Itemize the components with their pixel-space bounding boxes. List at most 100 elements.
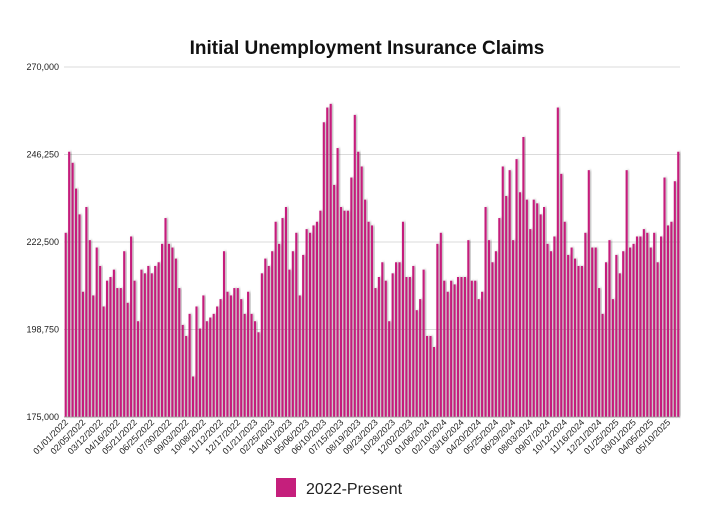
bar <box>260 273 263 417</box>
bar <box>99 265 102 417</box>
bar <box>219 299 222 417</box>
bar <box>463 277 466 417</box>
bar <box>570 247 573 417</box>
bar <box>405 277 408 417</box>
bar <box>364 199 367 417</box>
bar <box>598 288 601 417</box>
bar <box>243 313 246 417</box>
bar <box>250 313 253 417</box>
bar <box>233 288 236 417</box>
bar <box>632 243 635 417</box>
bar <box>656 262 659 417</box>
bar <box>298 295 301 417</box>
bar <box>487 240 491 417</box>
bar <box>302 254 305 417</box>
bar <box>415 310 418 417</box>
bar <box>226 291 229 417</box>
bar <box>274 221 277 417</box>
bar <box>288 269 291 417</box>
bar <box>587 170 590 417</box>
bar <box>68 151 71 418</box>
bar <box>477 299 480 417</box>
bar <box>167 243 171 417</box>
bar <box>71 162 74 417</box>
bar <box>608 240 611 417</box>
bar <box>278 243 281 417</box>
bar <box>673 181 676 417</box>
bar <box>271 251 274 417</box>
bar <box>549 251 553 417</box>
bar <box>439 232 442 417</box>
bar <box>336 148 339 418</box>
bar <box>171 247 174 417</box>
bar <box>236 288 239 417</box>
bar <box>212 313 215 417</box>
bar <box>126 302 129 417</box>
bar <box>339 207 343 417</box>
bar <box>329 103 332 417</box>
bar <box>381 262 384 417</box>
bar <box>308 232 312 417</box>
bar <box>543 207 546 417</box>
bar <box>532 199 535 417</box>
bar <box>284 207 288 417</box>
bar <box>315 221 318 417</box>
bar <box>408 277 411 417</box>
bar <box>178 288 181 417</box>
bar <box>573 258 577 417</box>
x-axis: 01/01/202202/05/202203/12/202204/16/2022… <box>31 416 680 456</box>
bar <box>161 243 164 417</box>
bar <box>474 280 477 417</box>
bar <box>202 295 205 417</box>
bar <box>660 236 663 417</box>
bar <box>429 335 432 417</box>
bar <box>491 262 494 417</box>
bar <box>102 306 105 417</box>
bar <box>425 335 429 417</box>
bar <box>388 321 391 417</box>
bar <box>322 122 325 417</box>
bar <box>357 151 360 418</box>
bar <box>615 254 618 417</box>
bar <box>154 265 157 417</box>
bar <box>522 137 525 417</box>
bar <box>622 251 625 417</box>
bar <box>95 247 98 417</box>
bar <box>419 299 422 417</box>
bar <box>346 210 349 417</box>
bar <box>305 229 308 417</box>
y-tick-label: 198,750 <box>26 325 59 335</box>
bar <box>143 273 146 417</box>
bar <box>635 236 639 417</box>
bar <box>105 280 109 417</box>
bar <box>374 288 377 417</box>
bar <box>326 107 329 417</box>
bar <box>450 280 453 417</box>
bar <box>377 277 380 417</box>
bar <box>601 313 604 417</box>
bar <box>395 262 398 417</box>
bar <box>88 240 91 417</box>
bar <box>594 247 597 417</box>
bar <box>498 218 501 417</box>
bar <box>584 232 587 417</box>
bar <box>257 332 260 417</box>
bar <box>350 177 353 417</box>
bar <box>64 232 67 417</box>
bar <box>343 210 346 417</box>
bar <box>240 299 243 417</box>
bar <box>563 221 566 417</box>
bar <box>625 170 628 417</box>
bar <box>443 280 446 417</box>
bar <box>508 170 511 417</box>
bar <box>198 328 201 417</box>
bar <box>150 273 153 417</box>
bar <box>470 280 473 417</box>
bar <box>460 277 463 417</box>
bar <box>384 280 387 417</box>
bar <box>333 184 336 417</box>
bar <box>529 229 532 417</box>
bar <box>422 269 425 417</box>
bar <box>370 225 374 417</box>
bar <box>216 306 219 417</box>
